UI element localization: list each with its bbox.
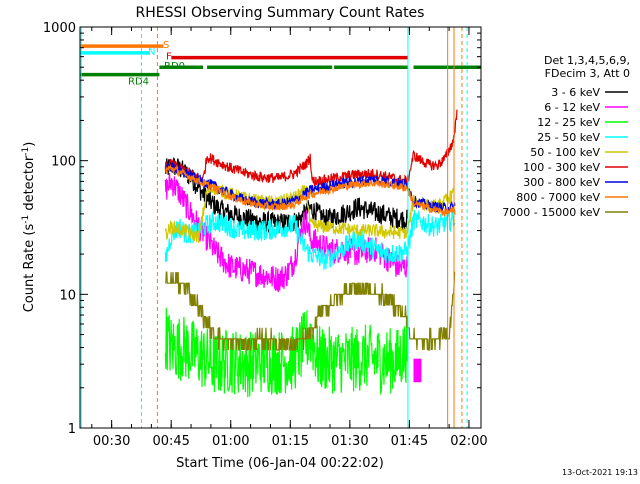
x-axis-label: Start Time (06-Jan-04 00:22:02) (176, 456, 384, 471)
legend-header-line: FDecim 3, Att 0 (545, 67, 630, 80)
x-tick-label: 01:00 (212, 434, 249, 449)
y-axis-label-sup: -1 (21, 147, 31, 156)
x-tick-label: 01:30 (331, 434, 368, 449)
legend-entry-label: 300 - 800 keV (523, 176, 600, 189)
legend-entry-label: 50 - 100 keV (530, 146, 600, 159)
legend-entry-label: 3 - 6 keV (551, 86, 600, 99)
footer-timestamp: 13-Oct-2021 19:13 (562, 468, 638, 477)
state-bar-label: S (163, 40, 169, 51)
y-axis-label-part: Count Rate (s (22, 224, 37, 313)
legend-entry-label: 6 - 12 keV (544, 101, 600, 114)
state-bar-label: F (166, 52, 172, 63)
legend-entry-label: 100 - 300 keV (523, 161, 600, 174)
y-tick-label: 100 (51, 155, 76, 170)
series-line (164, 160, 456, 216)
series-line (165, 163, 456, 217)
legend: Det 1,3,4,5,6,9, FDecim 3, Att 0 3 - 6 k… (502, 54, 630, 219)
y-tick-label: 1000 (43, 21, 76, 36)
x-tick-label: 02:00 (450, 434, 487, 449)
axes: 00:30 00:45 01:00 01:15 01:30 01:45 02:00 1 10 10… (43, 21, 488, 449)
legend-entry-label: 25 - 50 keV (537, 131, 600, 144)
chart-title: RHESSI Observing Summary Count Rates (136, 5, 425, 21)
legend-entry-label: 7000 - 15000 keV (502, 206, 600, 219)
series-line (164, 209, 456, 270)
x-tick-label: 00:45 (152, 434, 189, 449)
state-bar-label: RD4 (128, 77, 149, 88)
y-tick-label: 1 (68, 422, 76, 437)
series-line (165, 271, 456, 351)
x-tick-label: 00:30 (93, 434, 130, 449)
plot-frame (79, 26, 482, 429)
x-tick-label: 01:15 (272, 434, 309, 449)
flag-block (413, 358, 422, 383)
y-axis-label-part: detector (22, 155, 37, 215)
state-bar-label: RD0 (164, 61, 185, 72)
legend-header-line: Det 1,3,4,5,6,9, (544, 54, 630, 67)
state-bar-label: N (148, 47, 155, 58)
series-line (164, 307, 408, 398)
legend-entry-label: 12 - 25 keV (537, 116, 600, 129)
y-axis-label: Count Rate (s-1 detector-1) (21, 142, 37, 313)
legend-entry-label: 800 - 7000 keV (516, 191, 600, 204)
y-axis-label-part: ) (22, 142, 37, 147)
x-tick-label: 01:45 (391, 434, 428, 449)
y-tick-label: 10 (59, 288, 76, 303)
y-axis-label-sup: -1 (21, 215, 31, 224)
